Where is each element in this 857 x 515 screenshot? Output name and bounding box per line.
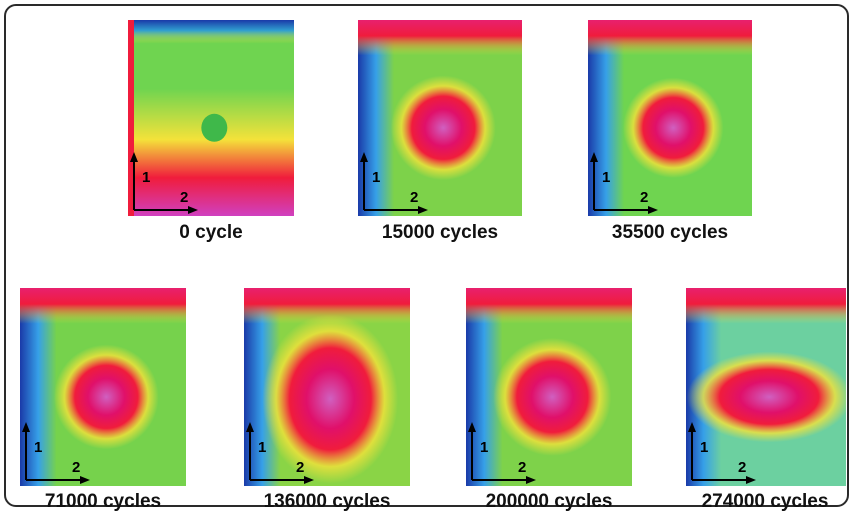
thermal-map: 12 (358, 20, 522, 216)
axis-2-arrowhead (80, 476, 90, 484)
axis-1-arrowhead (688, 422, 696, 432)
axis-1-arrowhead (22, 422, 30, 432)
map-top-band (588, 20, 752, 56)
map-left-edge (128, 20, 134, 216)
map-hotspot (686, 351, 846, 443)
map-warm-region (128, 88, 294, 216)
map-top-band (358, 20, 522, 56)
axis-1-arrowhead (468, 422, 476, 432)
axis-arrows: 12 (688, 422, 756, 484)
panel-caption: 136000 cycles (263, 491, 391, 512)
axis-2-label: 2 (180, 189, 188, 206)
axis-1-label: 1 (372, 169, 380, 186)
map-hotspot (201, 113, 228, 142)
axis-1-arrowhead (130, 152, 138, 162)
map-hotspot (390, 75, 496, 181)
axis-2-label: 2 (738, 459, 746, 476)
thermal-map: 12 (128, 20, 294, 216)
map-hotspot (53, 344, 159, 450)
axis-1-arrowhead (590, 152, 598, 162)
axis-1-label: 1 (602, 169, 610, 186)
thermal-map: 12 (244, 288, 410, 486)
axis-1-arrowhead (246, 422, 254, 432)
map-hotspot (623, 77, 724, 178)
axis-1-label: 1 (480, 439, 488, 456)
axis-2-label: 2 (296, 459, 304, 476)
panel-caption: 15000 cycles (381, 222, 499, 243)
panel-caption: 71000 cycles (44, 491, 162, 512)
axis-arrows: 12 (590, 152, 658, 214)
axis-2-label: 2 (640, 189, 648, 206)
axis-2-label: 2 (518, 459, 526, 476)
axis-arrows: 12 (130, 152, 198, 214)
map-top-band (466, 288, 632, 324)
axis-2-label: 2 (72, 459, 80, 476)
thermal-map: 12 (466, 288, 632, 486)
panel-caption: 0 cycle (179, 222, 243, 243)
thermal-map: 12 (20, 288, 186, 486)
axis-2-arrowhead (746, 476, 756, 484)
thermal-map: 12 (686, 288, 846, 486)
axis-2-arrowhead (526, 476, 536, 484)
axis-arrows: 12 (22, 422, 90, 484)
axis-2-arrowhead (418, 206, 428, 214)
axis-1-label: 1 (34, 439, 42, 456)
axis-arrows: 12 (360, 152, 428, 214)
map-hotspot (262, 314, 399, 484)
panel-caption: 200000 cycles (485, 491, 613, 512)
axis-1-label: 1 (258, 439, 266, 456)
map-top-band (20, 288, 186, 324)
map-hotspot (493, 337, 612, 456)
axis-1-arrowhead (360, 152, 368, 162)
panel-caption: 274000 cycles (701, 491, 829, 512)
axis-1-label: 1 (142, 169, 150, 186)
axis-1-label: 1 (700, 439, 708, 456)
axis-2-label: 2 (410, 189, 418, 206)
panel-caption: 35500 cycles (611, 222, 729, 243)
map-top-band (128, 20, 294, 44)
axis-arrows: 12 (246, 422, 314, 484)
axis-2-arrowhead (648, 206, 658, 214)
axis-arrows: 12 (468, 422, 536, 484)
map-top-band (686, 288, 846, 324)
thermal-map: 12 (588, 20, 752, 216)
axis-2-arrowhead (304, 476, 314, 484)
axis-2-arrowhead (188, 206, 198, 214)
